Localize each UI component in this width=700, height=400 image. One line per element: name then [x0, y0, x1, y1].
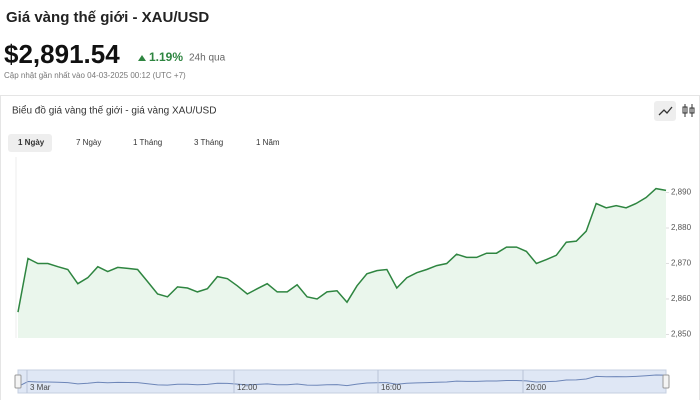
change: 1.19% — [149, 50, 183, 64]
price: $2,891.54 — [4, 39, 120, 69]
tab[interactable]: 1 Năm — [256, 138, 280, 147]
navigator-line — [17, 374, 667, 388]
navigator-label: 3 Mar — [30, 383, 51, 392]
tabs: 1 Ngày 7 Ngày 1 Tháng 3 Tháng 1 Năm — [8, 134, 280, 152]
y-tick-label: 2,890 — [671, 188, 692, 197]
y-tick-label: 2,850 — [671, 330, 692, 339]
period: 24h qua — [189, 53, 226, 64]
up-arrow — [138, 55, 146, 61]
tab[interactable]: 1 Tháng — [133, 138, 162, 147]
line-icon — [658, 106, 673, 116]
tab-active — [8, 134, 52, 152]
navigator-label: 20:00 — [526, 383, 547, 392]
chart: 2,850 2,860 2,870 2,880 2,890 3 Mar 12:00 16:00… — [14, 157, 692, 394]
area-fill — [18, 188, 666, 338]
y-tick-label: 2,870 — [671, 259, 692, 268]
page-title: Giá vàng thế giới - XAU/USD — [6, 9, 209, 26]
tab[interactable]: 1 Ngày — [18, 138, 45, 147]
updated: Cập nhật gần nhất vào 04-03-2025 00:12 (… — [4, 71, 186, 80]
navigator[interactable] — [17, 369, 667, 394]
tab[interactable]: 7 Ngày — [76, 138, 101, 147]
chart-title: Biểu đồ giá vàng thế giới - giá vàng XAU… — [12, 105, 216, 117]
navigator-handle[interactable] — [662, 374, 670, 389]
y-tick-label: 2,880 — [671, 223, 692, 232]
y-tick-label: 2,860 — [671, 294, 692, 303]
price-line — [17, 187, 667, 313]
navigator-label: 12:00 — [237, 383, 258, 392]
navigator-label: 16:00 — [381, 383, 402, 392]
navigator-handle[interactable] — [14, 374, 22, 389]
tab[interactable]: 3 Tháng — [194, 138, 223, 147]
candle-icon[interactable] — [682, 104, 695, 117]
